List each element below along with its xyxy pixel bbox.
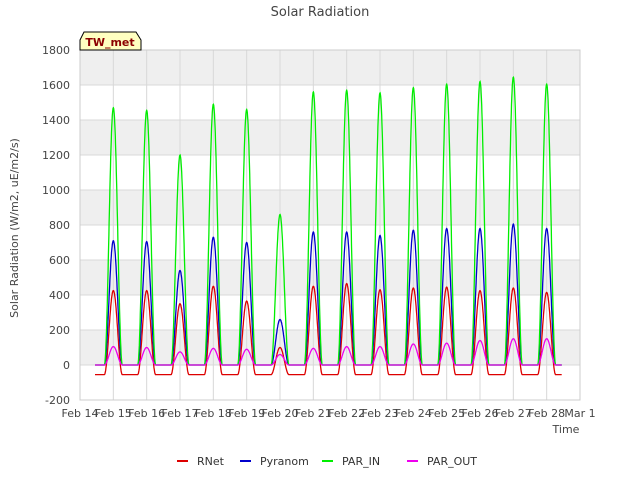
y-tick-label: 200 [49, 324, 70, 337]
plot-band [80, 50, 580, 85]
legend-label-par_out: PAR_OUT [427, 455, 477, 468]
x-tick-label: Mar 1 [564, 407, 595, 420]
series-lines [95, 75, 562, 376]
y-tick-label: 600 [49, 254, 70, 267]
y-tick-label: 800 [49, 219, 70, 232]
x-tick-label: Feb 24 [395, 407, 432, 420]
y-tick-label: 400 [49, 289, 70, 302]
x-tick-label: Feb 14 [62, 407, 99, 420]
x-tick-label: Feb 23 [362, 407, 399, 420]
x-tick-label: Feb 20 [262, 407, 299, 420]
x-tick-label: Feb 27 [495, 407, 532, 420]
plot-band [80, 120, 580, 155]
plot-band [80, 330, 580, 365]
x-axis-label: Time [552, 423, 580, 436]
legend-label-par_in: PAR_IN [342, 455, 380, 468]
y-tick-label: 0 [63, 359, 70, 372]
y-tick-label: 1600 [42, 79, 70, 92]
x-tick-label: Feb 22 [328, 407, 365, 420]
x-tick-label: Feb 18 [195, 407, 232, 420]
y-tick-label: 1400 [42, 114, 70, 127]
station-badge-text: TW_met [85, 36, 134, 49]
station-badge-shape [79, 31, 142, 51]
x-tick-label: Feb 15 [95, 407, 132, 420]
x-tick-label: Feb 25 [428, 407, 465, 420]
legend-label-pyranom: Pyranom [260, 455, 309, 468]
plot-frame [79, 49, 581, 401]
x-tick-label: Feb 17 [162, 407, 199, 420]
station-badge: TW_met [79, 31, 142, 51]
legend: RNet Pyranom PAR_IN PAR_OUT [177, 455, 477, 468]
y-tick-label: -200 [45, 394, 70, 407]
x-tick-label: Feb 21 [295, 407, 332, 420]
series-line-par_out [95, 338, 562, 366]
x-tick-label: Feb 19 [228, 407, 265, 420]
plot-band [80, 190, 580, 225]
x-tick-label: Feb 28 [528, 407, 565, 420]
x-tick-label: Feb 16 [128, 407, 165, 420]
legend-label-rnet: RNet [197, 455, 225, 468]
y-tick-labels: -200 0 200 400 600 800 1000 1200 1400 1600 1800 [42, 44, 70, 407]
y-axis-label: Solar Radiation (W/m2, uE/m2/s) [8, 138, 21, 318]
y-tick-label: 1800 [42, 44, 70, 57]
plot-band [80, 260, 580, 295]
chart-title: Solar Radiation [271, 5, 370, 20]
y-tick-label: 1200 [42, 149, 70, 162]
y-tick-label: 1000 [42, 184, 70, 197]
x-tick-label: Feb 26 [462, 407, 499, 420]
series-line-rnet [95, 282, 562, 376]
